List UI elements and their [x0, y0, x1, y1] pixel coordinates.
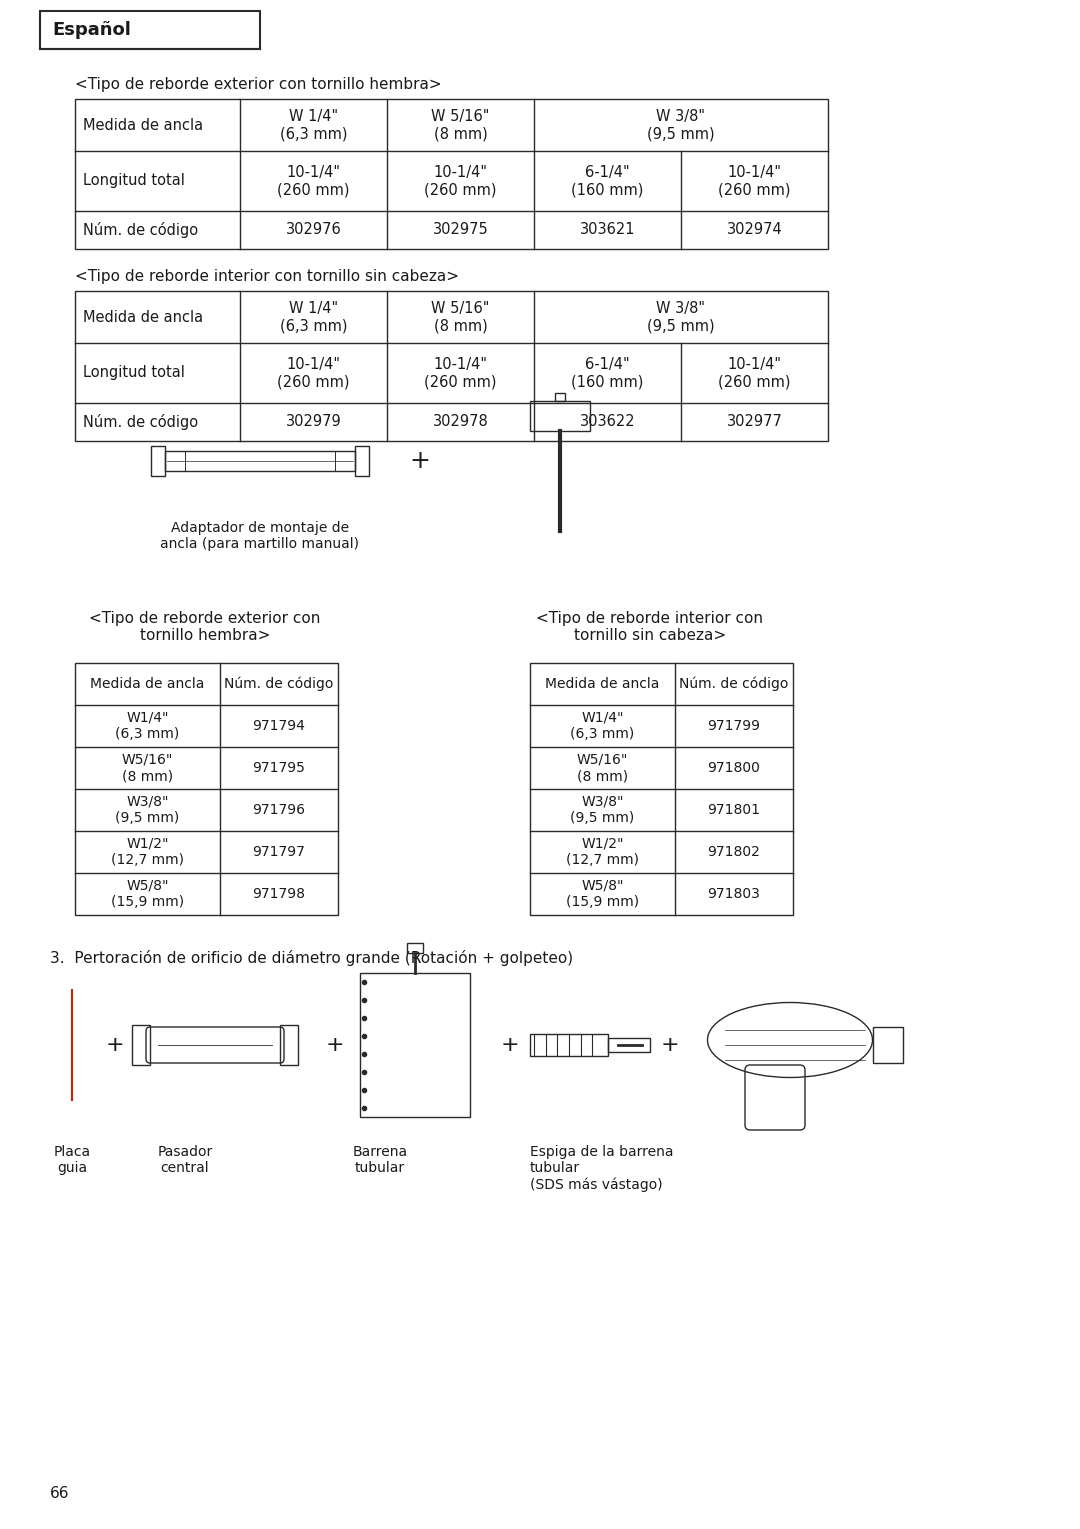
Text: Pasador
central: Pasador central [158, 1145, 213, 1176]
Text: W3/8"
(9,5 mm): W3/8" (9,5 mm) [116, 795, 179, 826]
Bar [873, 1027, 903, 1063]
Text: W1/4"
(6,3 mm): W1/4" (6,3 mm) [116, 711, 179, 742]
Text: 6-1/4"
(160 mm): 6-1/4" (160 mm) [571, 356, 644, 390]
Text: W 5/16"
(8 mm): W 5/16" (8 mm) [431, 301, 489, 333]
Text: Longitud total: Longitud total [83, 173, 185, 188]
Text: 302979: 302979 [285, 414, 341, 430]
Bar [407, 943, 423, 953]
Bar [75, 664, 338, 914]
Bar [40, 11, 260, 49]
Text: 302978: 302978 [433, 414, 488, 430]
Text: 10-1/4"
(260 mm): 10-1/4" (260 mm) [424, 165, 497, 197]
Text: 302977: 302977 [727, 414, 782, 430]
Text: Medida de ancla: Medida de ancla [83, 309, 203, 324]
Text: 10-1/4"
(260 mm): 10-1/4" (260 mm) [718, 165, 791, 197]
Bar [530, 664, 793, 914]
Text: Núm. de código: Núm. de código [83, 222, 198, 239]
Bar [360, 972, 470, 1118]
Text: 10-1/4"
(260 mm): 10-1/4" (260 mm) [278, 165, 350, 197]
Text: 303621: 303621 [580, 223, 635, 237]
Bar [530, 401, 590, 431]
Text: Núm. de código: Núm. de código [679, 677, 788, 691]
Text: W 3/8"
(9,5 mm): W 3/8" (9,5 mm) [647, 109, 715, 141]
Text: +: + [501, 1035, 519, 1055]
Text: 302974: 302974 [727, 223, 782, 237]
Text: Medida de ancla: Medida de ancla [83, 118, 203, 133]
Bar [280, 1024, 298, 1066]
Bar [75, 99, 828, 249]
Text: 971799: 971799 [707, 719, 760, 732]
Text: 971798: 971798 [253, 887, 306, 901]
Bar [355, 446, 369, 476]
Text: <Tipo de reborde interior con tornillo sin cabeza>: <Tipo de reborde interior con tornillo s… [75, 269, 459, 284]
Text: Barrena
tubular: Barrena tubular [352, 1145, 407, 1176]
Text: W5/8"
(15,9 mm): W5/8" (15,9 mm) [566, 879, 639, 910]
Text: 302975: 302975 [433, 223, 488, 237]
Text: 302976: 302976 [285, 223, 341, 237]
Bar [530, 1034, 608, 1057]
Text: 10-1/4"
(260 mm): 10-1/4" (260 mm) [278, 356, 350, 390]
Text: Adaptador de montaje de
ancla (para martillo manual): Adaptador de montaje de ancla (para mart… [161, 521, 360, 550]
Bar [608, 1038, 650, 1052]
Text: 66: 66 [50, 1486, 69, 1501]
Text: Núm. de código: Núm. de código [225, 677, 334, 691]
Text: W 3/8"
(9,5 mm): W 3/8" (9,5 mm) [647, 301, 715, 333]
Text: Medida de ancla: Medida de ancla [545, 677, 660, 691]
Bar [151, 446, 165, 476]
Text: +: + [661, 1035, 679, 1055]
Bar [75, 291, 828, 440]
Text: Longitud total: Longitud total [83, 365, 185, 381]
Text: 971800: 971800 [707, 761, 760, 775]
Text: +: + [409, 450, 431, 472]
Text: <Tipo de reborde interior con
tornillo sin cabeza>: <Tipo de reborde interior con tornillo s… [537, 612, 764, 644]
Text: 3.  Pertoración de orificio de diámetro grande (Rotación + golpeteo): 3. Pertoración de orificio de diámetro g… [50, 950, 573, 966]
Text: W1/4"
(6,3 mm): W1/4" (6,3 mm) [570, 711, 635, 742]
Text: 971796: 971796 [253, 803, 306, 816]
Text: W5/16"
(8 mm): W5/16" (8 mm) [577, 752, 629, 783]
Text: Medida de ancla: Medida de ancla [91, 677, 205, 691]
Text: 971794: 971794 [253, 719, 306, 732]
Text: W 1/4"
(6,3 mm): W 1/4" (6,3 mm) [280, 301, 348, 333]
Bar [165, 451, 355, 471]
Text: W1/2"
(12,7 mm): W1/2" (12,7 mm) [566, 836, 639, 867]
Text: 971802: 971802 [707, 846, 760, 859]
Text: Espiga de la barrena
tubular
(SDS más vástago): Espiga de la barrena tubular (SDS más vá… [530, 1145, 674, 1193]
Text: W1/2"
(12,7 mm): W1/2" (12,7 mm) [111, 836, 184, 867]
Text: 6-1/4"
(160 mm): 6-1/4" (160 mm) [571, 165, 644, 197]
Text: W 5/16"
(8 mm): W 5/16" (8 mm) [431, 109, 489, 141]
Text: 971803: 971803 [707, 887, 760, 901]
Text: W3/8"
(9,5 mm): W3/8" (9,5 mm) [570, 795, 635, 826]
Bar [132, 1024, 150, 1066]
Text: +: + [326, 1035, 345, 1055]
Text: +: + [106, 1035, 124, 1055]
Text: W5/8"
(15,9 mm): W5/8" (15,9 mm) [111, 879, 184, 910]
Text: W 1/4"
(6,3 mm): W 1/4" (6,3 mm) [280, 109, 348, 141]
Text: W5/16"
(8 mm): W5/16" (8 mm) [122, 752, 173, 783]
Text: <Tipo de reborde exterior con tornillo hembra>: <Tipo de reborde exterior con tornillo h… [75, 76, 442, 92]
Bar [555, 393, 565, 401]
Text: <Tipo de reborde exterior con
tornillo hembra>: <Tipo de reborde exterior con tornillo h… [90, 612, 321, 644]
Text: 971797: 971797 [253, 846, 306, 859]
Text: 10-1/4"
(260 mm): 10-1/4" (260 mm) [718, 356, 791, 390]
Text: 10-1/4"
(260 mm): 10-1/4" (260 mm) [424, 356, 497, 390]
Text: 971795: 971795 [253, 761, 306, 775]
Text: Núm. de código: Núm. de código [83, 414, 198, 430]
Text: 303622: 303622 [580, 414, 635, 430]
Text: 971801: 971801 [707, 803, 760, 816]
Text: Placa
guia: Placa guia [53, 1145, 91, 1176]
Text: Español: Español [52, 21, 131, 40]
